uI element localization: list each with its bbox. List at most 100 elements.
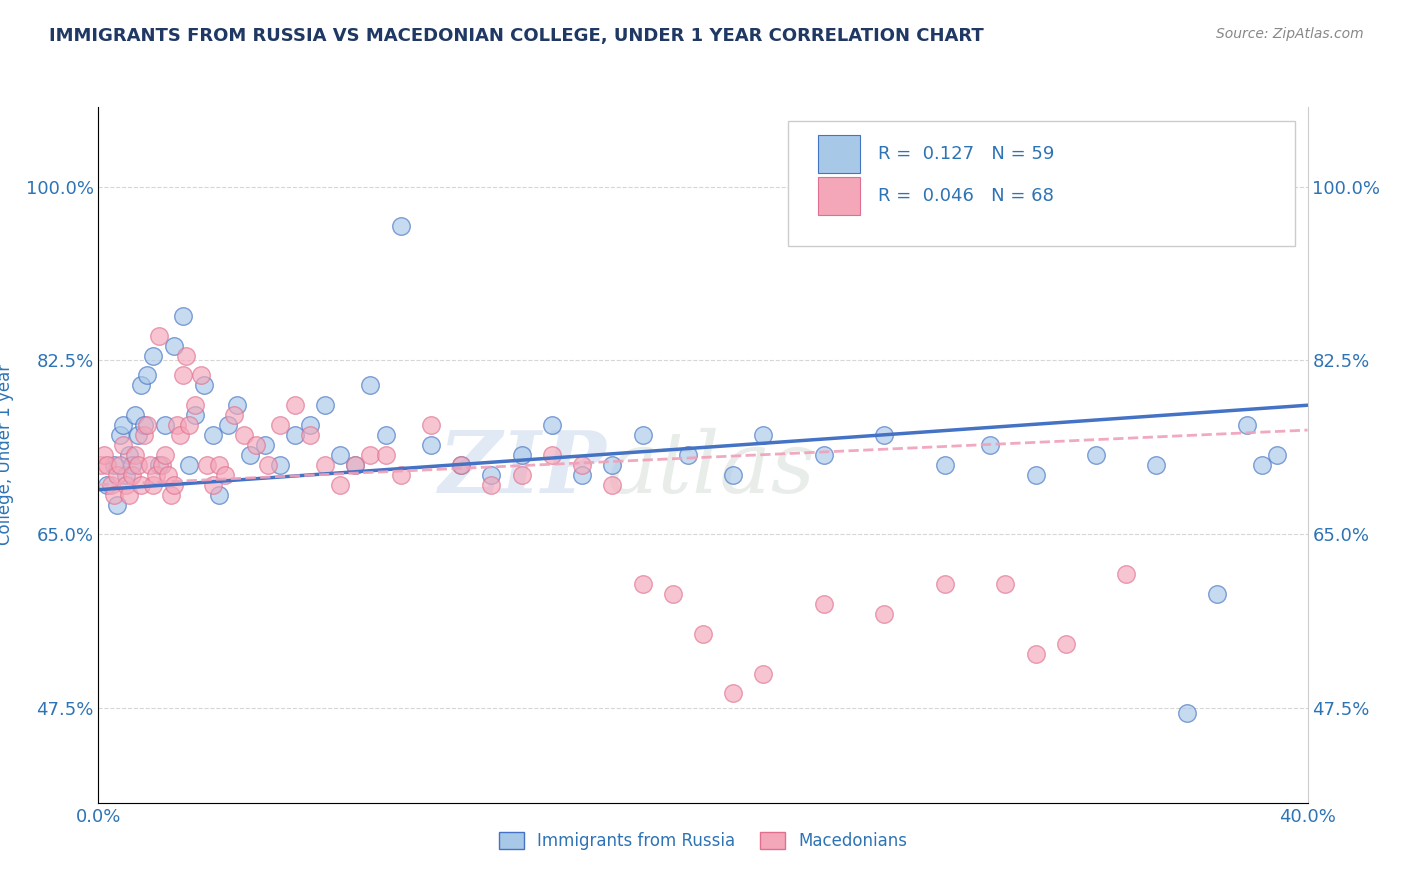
Point: [299, 428, 322, 442]
Point: [202, 477, 225, 491]
Point: [1115, 567, 1137, 582]
Point: [96, 477, 118, 491]
Point: [108, 428, 131, 442]
Bar: [818, 177, 860, 215]
Point: [129, 378, 152, 392]
Point: [90, 458, 112, 472]
Point: [163, 338, 186, 352]
Point: [420, 438, 443, 452]
Text: ZIP: ZIP: [439, 427, 606, 510]
Point: [344, 458, 367, 472]
Point: [232, 428, 254, 442]
Point: [179, 418, 201, 433]
Point: [540, 418, 562, 433]
Point: [139, 458, 162, 472]
Point: [105, 467, 128, 482]
Point: [873, 607, 896, 621]
Point: [284, 398, 307, 412]
Point: [1251, 458, 1274, 472]
Point: [121, 467, 143, 482]
Point: [127, 428, 149, 442]
Point: [172, 368, 194, 383]
Text: R =  0.046   N = 68: R = 0.046 N = 68: [879, 187, 1054, 205]
Point: [124, 448, 146, 462]
Point: [934, 458, 956, 472]
Point: [208, 488, 231, 502]
FancyBboxPatch shape: [787, 121, 1295, 246]
Point: [132, 428, 155, 442]
Point: [163, 477, 186, 491]
Point: [118, 488, 141, 502]
Point: [1267, 448, 1289, 462]
Point: [105, 498, 128, 512]
Point: [510, 448, 533, 462]
Point: [224, 408, 246, 422]
Legend: Immigrants from Russia, Macedonians: Immigrants from Russia, Macedonians: [492, 826, 914, 857]
Text: IMMIGRANTS FROM RUSSIA VS MACEDONIAN COLLEGE, UNDER 1 YEAR CORRELATION CHART: IMMIGRANTS FROM RUSSIA VS MACEDONIAN COL…: [49, 27, 984, 45]
Point: [217, 418, 239, 433]
Point: [571, 467, 593, 482]
Point: [994, 577, 1017, 591]
Point: [571, 458, 593, 472]
Point: [111, 438, 134, 452]
Point: [135, 368, 157, 383]
Point: [1206, 587, 1229, 601]
Point: [156, 467, 179, 482]
Point: [114, 467, 136, 482]
Point: [100, 477, 122, 491]
Point: [153, 448, 176, 462]
Point: [284, 428, 307, 442]
Point: [124, 408, 146, 422]
Point: [1236, 418, 1258, 433]
Point: [676, 448, 699, 462]
Point: [661, 587, 683, 601]
Point: [631, 577, 654, 591]
Point: [245, 438, 267, 452]
Point: [329, 477, 352, 491]
Point: [360, 378, 382, 392]
Point: [344, 458, 367, 472]
Point: [979, 438, 1001, 452]
Point: [374, 448, 396, 462]
Point: [118, 448, 141, 462]
Point: [1175, 706, 1198, 721]
Point: [226, 398, 249, 412]
Point: [172, 309, 194, 323]
Point: [103, 458, 125, 472]
Bar: [818, 136, 860, 173]
Point: [813, 448, 835, 462]
Point: [145, 467, 167, 482]
Point: [184, 398, 207, 412]
Point: [269, 418, 291, 433]
Text: R =  0.127   N = 59: R = 0.127 N = 59: [879, 145, 1054, 163]
Point: [142, 349, 165, 363]
Text: atlas: atlas: [606, 427, 815, 510]
Point: [510, 467, 533, 482]
Text: Source: ZipAtlas.com: Source: ZipAtlas.com: [1216, 27, 1364, 41]
Point: [873, 428, 896, 442]
Point: [193, 378, 215, 392]
Point: [481, 467, 503, 482]
Point: [269, 458, 291, 472]
Point: [129, 477, 152, 491]
Point: [179, 458, 201, 472]
Point: [631, 428, 654, 442]
Point: [540, 448, 562, 462]
Point: [135, 418, 157, 433]
Point: [121, 458, 143, 472]
Point: [752, 428, 775, 442]
Point: [253, 438, 276, 452]
Point: [148, 328, 170, 343]
Point: [214, 467, 236, 482]
Point: [132, 418, 155, 433]
Point: [208, 458, 231, 472]
Y-axis label: College, Under 1 year: College, Under 1 year: [0, 364, 14, 546]
Point: [184, 408, 207, 422]
Point: [108, 458, 131, 472]
Point: [190, 368, 212, 383]
Point: [723, 686, 745, 700]
Point: [1024, 647, 1046, 661]
Point: [103, 488, 125, 502]
Point: [256, 458, 278, 472]
Point: [1144, 458, 1167, 472]
